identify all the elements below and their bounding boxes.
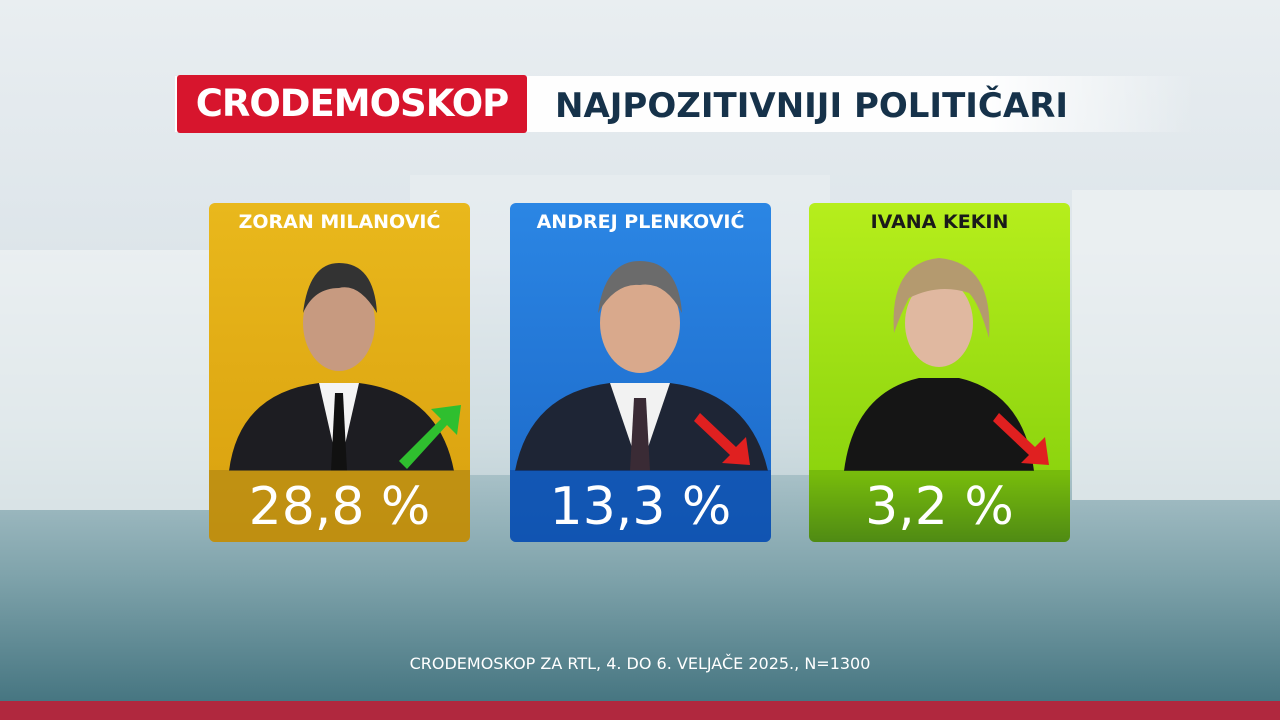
- percentage: 28,8 %: [209, 470, 470, 542]
- title: NAJPOZITIVNIJI POLITIČARI: [555, 86, 1069, 126]
- photo: [844, 258, 1049, 471]
- source-note: CRODEMOSKOP ZA RTL, 4. DO 6. VELJAČE 202…: [409, 654, 871, 673]
- candidate-name: ZORAN MILANOVIĆ: [238, 211, 441, 233]
- card: IVANA KEKIN 3,2 %: [809, 203, 1070, 542]
- bottom-strip: [0, 701, 1280, 720]
- card: ZORAN MILANOVIĆ 28,8 %: [209, 203, 470, 542]
- background-building: [1072, 190, 1280, 500]
- background-building: [0, 250, 210, 510]
- candidate-name: ANDREJ PLENKOVIĆ: [536, 211, 745, 233]
- candidate-name: IVANA KEKIN: [870, 211, 1009, 233]
- percentage: 13,3 %: [510, 470, 771, 542]
- percentage: 3,2 %: [809, 470, 1070, 542]
- card: ANDREJ PLENKOVIĆ 13,3 %: [510, 203, 771, 542]
- photo: [515, 261, 768, 471]
- photo: [229, 263, 461, 471]
- brand: CRODEMOSKOP: [177, 75, 527, 133]
